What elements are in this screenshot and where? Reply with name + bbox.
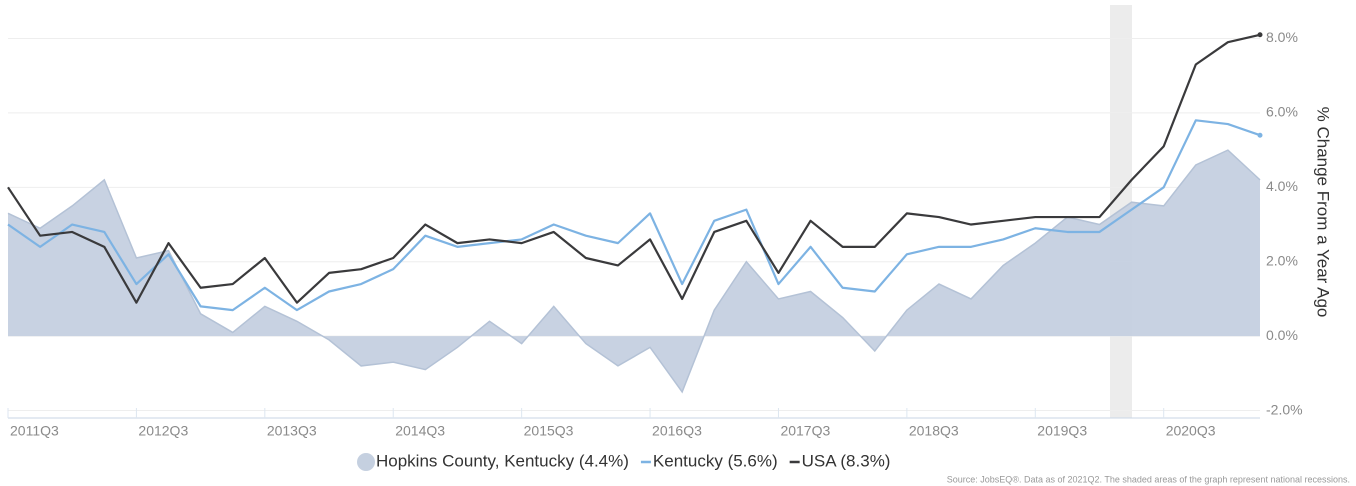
legend-marker <box>357 453 375 471</box>
end-marker <box>1257 32 1263 38</box>
x-tick-label: 2018Q3 <box>909 423 959 439</box>
legend: Hopkins County, Kentucky (4.4%) Kentucky … <box>357 451 890 471</box>
line <box>7 33 1261 304</box>
y-tick-label: 6.0% <box>1266 104 1298 120</box>
legend-label: Hopkins County, Kentucky (4.4%) <box>376 451 629 470</box>
legend-label: Kentucky (5.6%) <box>653 451 778 470</box>
x-tick-label: 2011Q3 <box>10 423 59 439</box>
y-tick-label: -2.0% <box>1266 401 1303 417</box>
y-tick-label: 0.0% <box>1266 327 1298 343</box>
y-tick-label: 4.0% <box>1266 178 1298 194</box>
legend-label: USA (8.3%) <box>802 451 891 470</box>
y-axis-title: % Change From a Year Ago <box>1314 107 1333 318</box>
y-tick-label: 8.0% <box>1266 29 1298 45</box>
x-tick-label: 2015Q3 <box>524 423 574 439</box>
x-tick-label: 2016Q3 <box>652 423 702 439</box>
x-tick-label: 2014Q3 <box>395 423 445 439</box>
x-tick-label: 2012Q3 <box>138 423 188 439</box>
source-note: Source: JobsEQ®. Data as of 2021Q2. The … <box>947 474 1350 484</box>
x-tick-label: 2017Q3 <box>780 423 830 439</box>
area-fill <box>8 150 1260 392</box>
x-tick-label: 2013Q3 <box>267 423 317 439</box>
x-tick-label: 2019Q3 <box>1037 423 1087 439</box>
y-tick-label: 2.0% <box>1266 252 1298 268</box>
x-tick-label: 2020Q3 <box>1166 423 1216 439</box>
end-marker <box>1257 132 1263 138</box>
line <box>7 119 1261 312</box>
